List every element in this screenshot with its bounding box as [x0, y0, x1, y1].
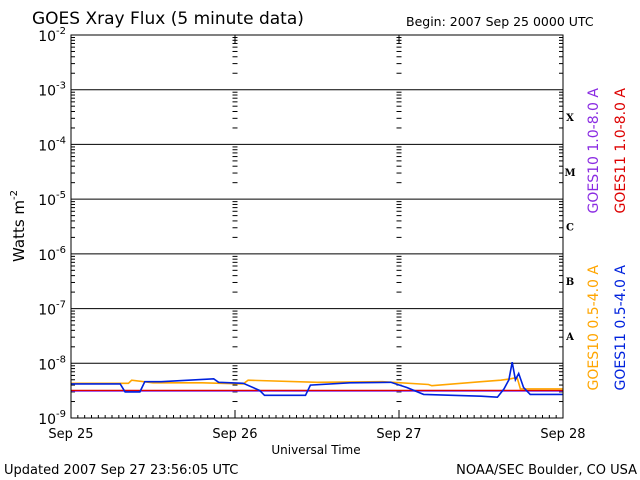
series-line-4	[71, 361, 563, 399]
flare-class-label: M	[564, 168, 575, 179]
y-axis-label-exponent: -2	[9, 190, 20, 200]
y-tick-base: 10	[38, 84, 56, 100]
y-axis-label-text: Watts m	[10, 200, 28, 262]
flare-class-label: A	[565, 332, 574, 343]
y-tick-base: 10	[38, 357, 56, 373]
y-tick-base: 10	[38, 248, 56, 264]
y-tick-exponent: -7	[56, 300, 66, 311]
flare-class-label: B	[566, 277, 574, 288]
flare-class-label: C	[566, 223, 574, 234]
y-tick-exponent: -8	[56, 354, 66, 365]
series-layer	[71, 361, 563, 399]
legend: GOES10 1.0-8.0 A GOES11 1.0-8.0 A GOES10 0…	[586, 88, 629, 391]
x-tick-label: Sep 26	[212, 427, 257, 442]
grid-layer	[70, 35, 564, 418]
x-tick-label: Sep 27	[376, 427, 421, 442]
y-tick-base: 10	[38, 412, 56, 428]
footer-credit: NOAA/SEC Boulder, CO USA	[456, 463, 637, 478]
legend-entry: GOES10 1.0-8.0 A	[586, 88, 602, 214]
footer-updated: Updated 2007 Sep 27 23:56:05 UTC	[4, 463, 238, 478]
y-tick-label: 10-8	[38, 354, 66, 373]
legend-entry: GOES11 1.0-8.0 A	[613, 88, 629, 214]
x-tick-label: Sep 25	[48, 427, 93, 442]
y-tick-exponent: -4	[56, 135, 66, 146]
y-tick-label: 10-2	[38, 26, 66, 45]
y-tick-label: 10-5	[38, 190, 66, 209]
flare-class-labels: X M C B A	[564, 113, 575, 343]
y-tick-base: 10	[38, 193, 56, 209]
plot-frame	[70, 34, 564, 419]
x-tick-labels: Sep 25 Sep 26 Sep 27 Sep 28	[48, 427, 585, 442]
x-tick-label: Sep 28	[540, 427, 585, 442]
y-tick-base: 10	[38, 29, 56, 45]
y-tick-base: 10	[38, 303, 56, 319]
begin-label: Begin: 2007 Sep 25 0000 UTC	[406, 14, 594, 29]
text-layer: GOES Xray Flux (5 minute data) Begin: 20…	[4, 9, 637, 478]
y-tick-exponent: -2	[56, 26, 66, 37]
y-tick-exponent: -6	[56, 245, 66, 256]
y-tick-label: 10-6	[38, 245, 66, 264]
y-tick-labels: 10-210-310-410-510-610-710-810-9	[38, 26, 66, 428]
y-tick-label: 10-3	[38, 81, 66, 100]
svg-text:Watts m-2: Watts m-2	[9, 190, 28, 262]
legend-entry: GOES11 0.5-4.0 A	[613, 265, 629, 391]
y-tick-exponent: -5	[56, 190, 66, 201]
x-axis-label: Universal Time	[271, 443, 360, 457]
y-tick-base: 10	[38, 138, 56, 154]
legend-entry: GOES10 0.5-4.0 A	[586, 265, 602, 391]
chart-title: GOES Xray Flux (5 minute data)	[32, 9, 304, 29]
y-axis-label: Watts m-2	[9, 190, 28, 262]
y-tick-exponent: -3	[56, 81, 66, 92]
y-tick-label: 10-9	[38, 409, 66, 428]
y-tick-exponent: -9	[56, 409, 66, 420]
y-tick-label: 10-4	[38, 135, 66, 154]
flare-class-label: X	[566, 113, 574, 124]
y-tick-label: 10-7	[38, 300, 66, 319]
